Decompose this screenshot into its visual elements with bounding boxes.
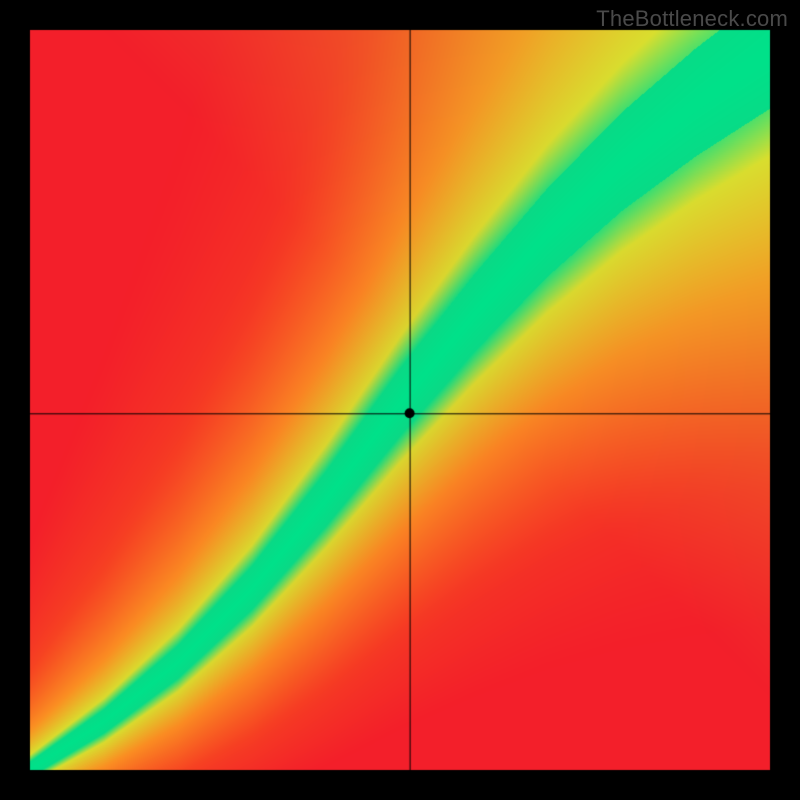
bottleneck-heatmap bbox=[0, 0, 800, 800]
watermark-text: TheBottleneck.com bbox=[596, 6, 788, 32]
chart-container: TheBottleneck.com bbox=[0, 0, 800, 800]
